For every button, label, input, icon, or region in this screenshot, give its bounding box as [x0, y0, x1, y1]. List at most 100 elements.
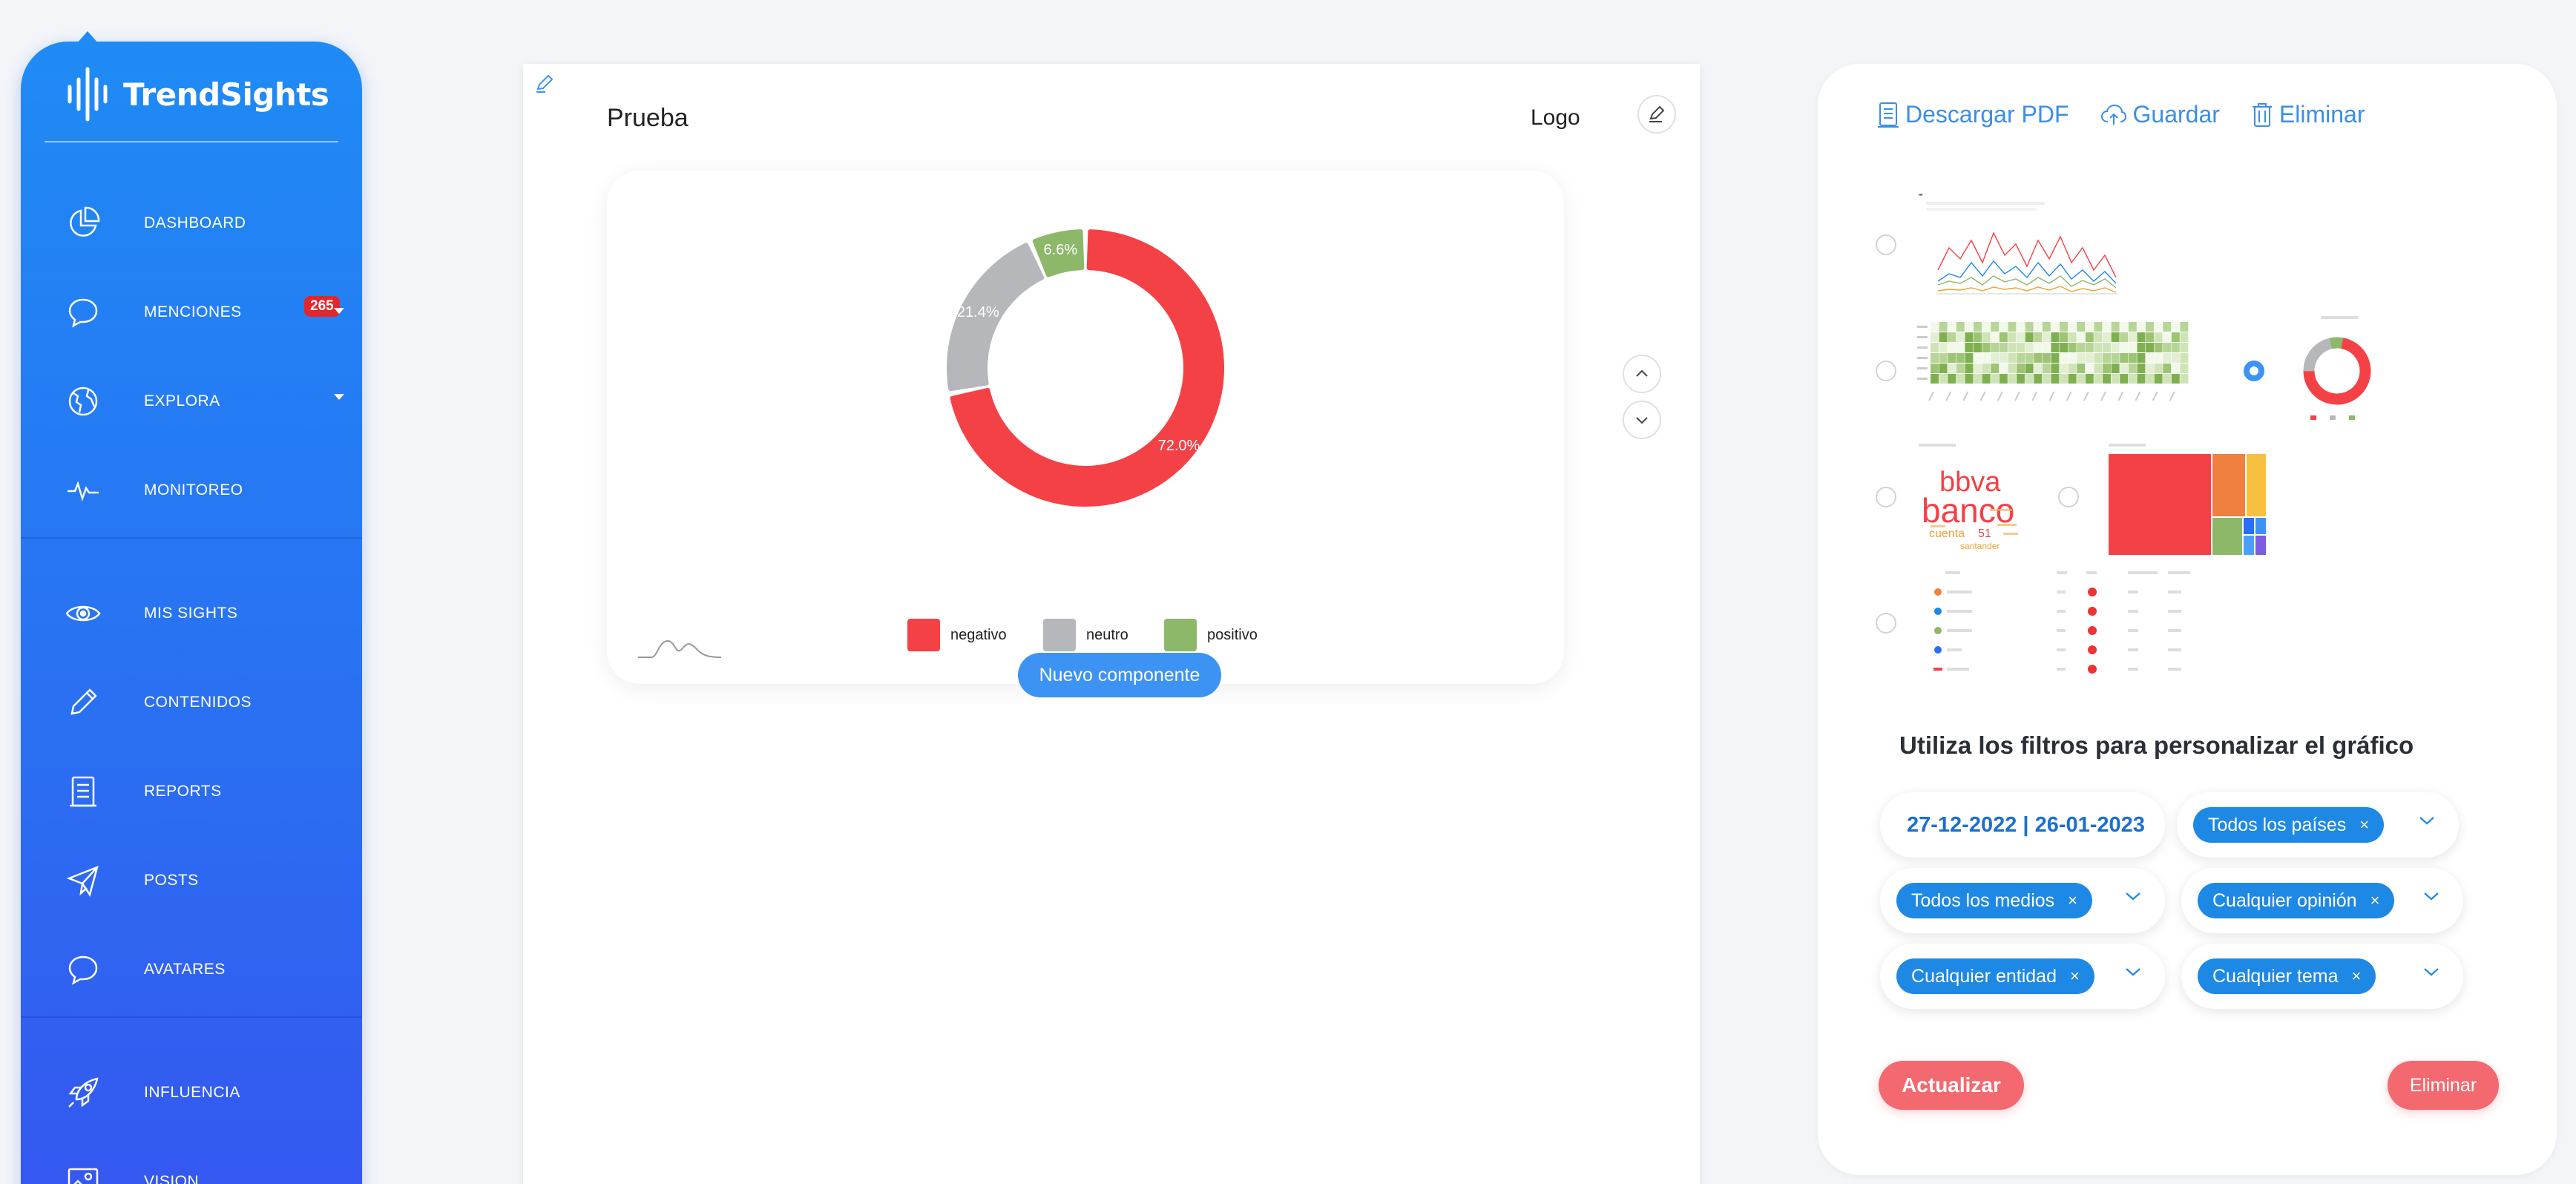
chart-type-radio-donut[interactable] — [2244, 361, 2264, 381]
heatmap-cell — [2180, 343, 2189, 352]
heatmap-cell — [1999, 332, 2008, 342]
new-component-button[interactable]: Nuevo componente — [1018, 653, 1221, 697]
donut-chart-thumbnail[interactable] — [2284, 315, 2395, 430]
brand-logo[interactable]: TrendSights — [65, 61, 329, 128]
chevron-down-icon[interactable] — [2422, 964, 2441, 983]
close-icon[interactable]: × — [2351, 967, 2362, 985]
sidebar-item-monitoreo[interactable]: MONITOREO — [62, 461, 344, 520]
heatmap-cell — [1948, 353, 1956, 363]
delete-button[interactable]: Eliminar — [2251, 101, 2365, 128]
save-button[interactable]: Guardar — [2100, 101, 2220, 128]
sidebar-item-explora[interactable]: EXPLORA — [62, 372, 344, 431]
chevron-down-icon[interactable] — [2417, 813, 2437, 832]
sidebar-item-dashboard[interactable]: DASHBOARD — [62, 194, 344, 253]
heatmap-cell — [2068, 364, 2077, 373]
wordcloud-thumbnail[interactable]: bbva banco cuenta 51 santander — [1916, 441, 2079, 559]
donut-slice-negativo[interactable] — [950, 229, 1224, 507]
heatmap-thumbnail[interactable] — [1916, 315, 2190, 430]
chevron-down-icon[interactable] — [334, 394, 344, 400]
legend-item-negativo[interactable]: negativo — [907, 619, 1007, 651]
move-up-button[interactable] — [1623, 355, 1661, 393]
mentions-count-badge: 265 — [304, 296, 340, 317]
globe-icon — [62, 381, 104, 422]
heatmap-cell — [1956, 374, 1965, 384]
opinion-filter[interactable]: Cualquier opinión × — [2181, 868, 2463, 933]
topic-filter[interactable]: Cualquier tema × — [2181, 944, 2463, 1009]
chart-type-radio-treemap[interactable] — [2058, 487, 2079, 507]
table-thumbnail[interactable] — [1916, 565, 2250, 684]
legend-item-neutro[interactable]: neutro — [1043, 619, 1128, 651]
heatmap-cell — [1948, 322, 1956, 332]
heatmap-cell — [1956, 364, 1965, 373]
heatmap-cell — [2008, 332, 2017, 342]
delete-chart-button[interactable]: Eliminar — [2388, 1061, 2499, 1110]
donut-slice-positivo[interactable] — [1032, 229, 1085, 277]
legend-label: negativo — [950, 626, 1007, 643]
heatmap-cell — [1956, 332, 1965, 342]
chevron-down-icon[interactable] — [2123, 964, 2143, 983]
sidebar-item-avatares[interactable]: AVATARES — [62, 940, 344, 999]
date-range-filter[interactable]: 27-12-2022 | 26-01-2023 — [1880, 792, 2165, 858]
heatmap-cell — [2017, 374, 2025, 384]
close-icon[interactable]: × — [2359, 815, 2370, 834]
heatmap-cell — [2042, 374, 2051, 384]
heatmap-cell — [2154, 374, 2163, 384]
sidebar-item-posts[interactable]: POSTS — [62, 851, 344, 910]
entity-filter[interactable]: Cualquier entidad × — [1880, 944, 2165, 1009]
heatmap-cell — [2128, 322, 2137, 332]
sidebar-item-label: POSTS — [144, 872, 199, 889]
chevron-down-icon[interactable] — [2422, 889, 2441, 907]
sidebar-item-contenidos[interactable]: CONTENIDOS — [62, 673, 344, 732]
cloud-upload-icon — [2100, 104, 2126, 125]
sidebar-item-label: INFLUENCIA — [144, 1084, 240, 1101]
sidebar-item-vision[interactable]: VISION — [62, 1152, 344, 1184]
brand-name: TrendSights — [123, 76, 329, 113]
heatmap-cell — [2180, 332, 2189, 342]
report-title[interactable]: Prueba — [607, 104, 689, 132]
download-pdf-button[interactable]: Descargar PDF — [1877, 101, 2069, 128]
donut-slice-neutro[interactable] — [947, 243, 1045, 392]
chevron-down-icon[interactable] — [2123, 889, 2143, 907]
chart-type-radio-wordcloud[interactable] — [1876, 487, 1896, 507]
heatmap-cell — [1948, 364, 1956, 373]
close-icon[interactable]: × — [2068, 891, 2078, 910]
heatmap-cell — [1999, 322, 2008, 332]
media-filter[interactable]: Todos los medios × — [1880, 868, 2165, 933]
legend-item-positivo[interactable]: positivo — [1164, 619, 1258, 651]
country-chip-label: Todos los países — [2208, 814, 2347, 835]
heatmap-cell — [2146, 343, 2154, 352]
sidebar-item-menciones[interactable]: MENCIONES 265 — [62, 283, 344, 342]
heatmap-cell — [2034, 364, 2043, 373]
edit-pencil-icon[interactable] — [535, 74, 554, 97]
close-icon[interactable]: × — [2069, 967, 2080, 985]
paper-plane-icon — [62, 860, 104, 901]
heatmap-cell — [2163, 322, 2172, 332]
heatmap-cell — [2025, 374, 2034, 384]
heatmap-cell — [2137, 353, 2146, 363]
heatmap-cell — [2017, 343, 2025, 352]
chart-type-radio-table[interactable] — [1876, 613, 1896, 634]
sidebar-item-reports[interactable]: REPORTS — [62, 762, 344, 821]
country-filter[interactable]: Todos los países × — [2177, 792, 2459, 858]
heatmap-cell — [2068, 343, 2077, 352]
heatmap-cell — [2154, 322, 2163, 332]
sidebar-item-label: REPORTS — [144, 783, 222, 800]
heatmap-cell — [2025, 343, 2034, 352]
heatmap-cell — [2154, 332, 2163, 342]
sidebar-item-influencia[interactable]: INFLUENCIA — [62, 1063, 344, 1122]
sidebar-item-mis-sights[interactable]: MIS SIGHTS — [62, 584, 344, 643]
chart-type-radio-heatmap[interactable] — [1876, 361, 1896, 381]
legend-swatch — [1164, 619, 1197, 651]
edit-logo-button[interactable] — [1637, 95, 1676, 134]
chevron-down-icon[interactable] — [334, 308, 344, 314]
heatmap-cell — [2042, 343, 2051, 352]
heatmap-cell — [2163, 374, 2172, 384]
chart-type-radio-line[interactable] — [1876, 234, 1896, 255]
logo-placeholder[interactable]: Logo — [1531, 105, 1580, 130]
heatmap-cell — [1956, 353, 1965, 363]
close-icon[interactable]: × — [2370, 891, 2380, 910]
update-button[interactable]: Actualizar — [1879, 1061, 2024, 1110]
treemap-thumbnail[interactable] — [2107, 441, 2278, 559]
line-chart-thumbnail[interactable]: ▬ — [1916, 188, 2123, 300]
move-down-button[interactable] — [1623, 401, 1661, 439]
